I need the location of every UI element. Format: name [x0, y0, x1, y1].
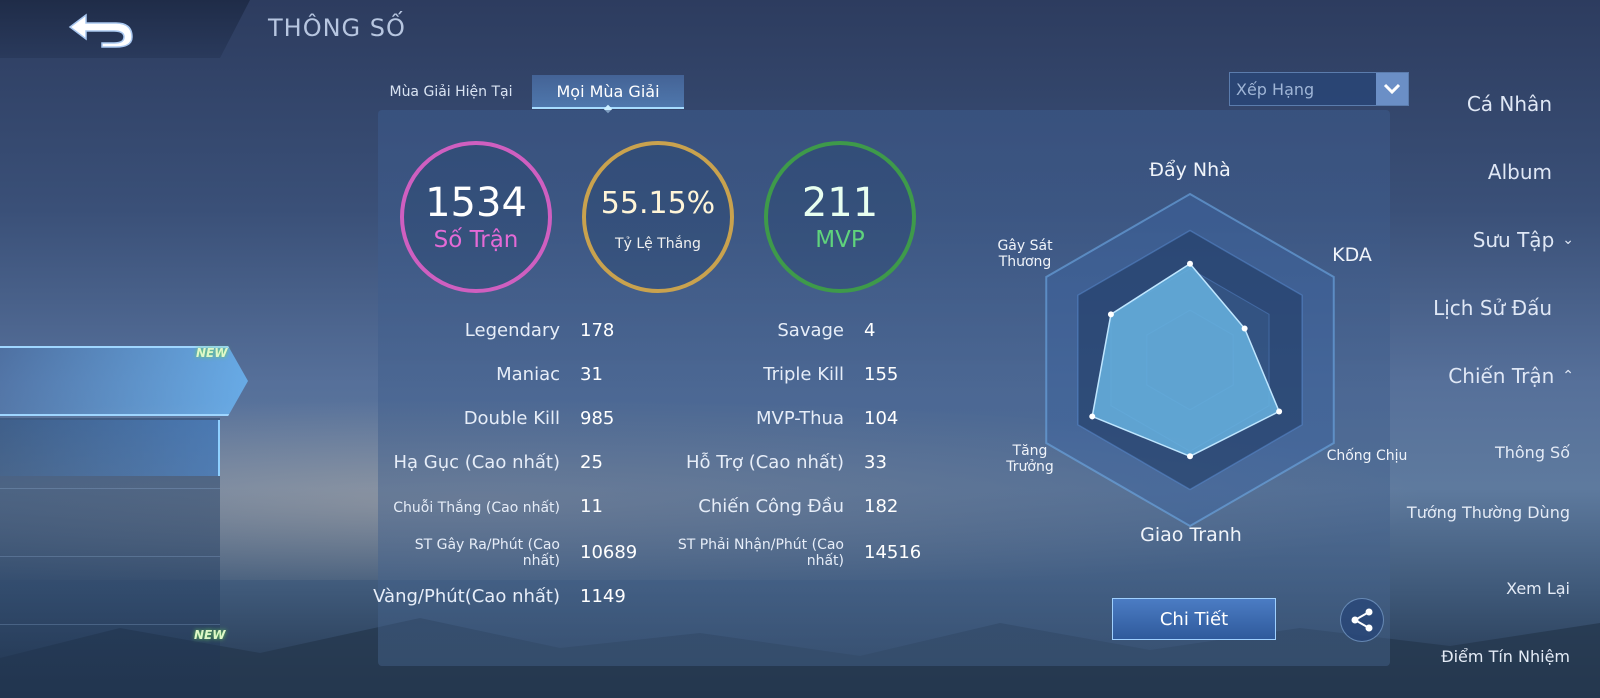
chevron-down-icon[interactable]	[1376, 73, 1408, 105]
back-button[interactable]	[0, 0, 250, 58]
radar-label-kda: KDA	[1332, 244, 1372, 266]
stat-label: Chiến Công Đầu	[698, 496, 844, 517]
submenu-item-label: Xem Lại	[1506, 579, 1570, 598]
stat-value: 155	[864, 364, 899, 385]
stat-label: Maniac	[496, 364, 560, 385]
tab-current-season[interactable]: Mùa Giải Hiện Tại	[378, 75, 524, 109]
tab-label: Mùa Giải Hiện Tại	[389, 84, 513, 100]
submenu-item-label: Điểm Tín Nhiệm	[1441, 647, 1570, 666]
stat-label: Double Kill	[463, 408, 560, 429]
sidebar-item-personal[interactable]: Cá Nhân	[1467, 92, 1552, 116]
new-badge: NEW	[194, 628, 226, 642]
chevron-down-icon: ⌄	[1562, 232, 1574, 248]
win-rate-label: Tỷ Lệ Thắng	[615, 236, 701, 252]
matches-value: 1534	[425, 180, 527, 226]
page-title: THÔNG SỐ	[268, 14, 406, 42]
divider	[0, 556, 220, 557]
back-arrow-icon	[68, 13, 133, 48]
submenu-item-stats[interactable]: Thông Số	[1390, 444, 1570, 462]
stat-label: Legendary	[464, 320, 560, 341]
stat-value: 104	[864, 408, 899, 429]
sidebar-item-label: Lịch Sử Đấu	[1433, 296, 1552, 320]
stat-label: Chuỗi Thắng (Cao nhất)	[393, 500, 560, 516]
sidebar-item-match-history[interactable]: Lịch Sử Đấu	[1433, 296, 1552, 320]
stat-value: 178	[580, 320, 615, 341]
divider	[0, 488, 220, 489]
stat-value: 33	[864, 452, 887, 473]
divider	[0, 624, 220, 625]
stat-label: ST Gây Ra/Phút (Cao nhất)	[414, 537, 560, 569]
tab-label: Mọi Mùa Giải	[556, 81, 660, 101]
sidebar-item-label: Album	[1487, 160, 1552, 184]
submenu-item-label: Thông Số	[1494, 443, 1570, 462]
mode-select-value: Xếp Hạng	[1236, 79, 1315, 99]
submenu-item-replay[interactable]: Xem Lại	[1390, 580, 1570, 598]
mvp-value: 211	[801, 180, 879, 226]
radar-label-growth: Tăng Trưởng	[1006, 443, 1054, 475]
share-button[interactable]	[1340, 598, 1384, 642]
stat-label: Hỗ Trợ (Cao nhất)	[685, 452, 844, 473]
sidebar-item-battle[interactable]: Chiến Trận ⌃	[1448, 364, 1574, 388]
stat-label: MVP-Thua	[756, 408, 844, 429]
sidebar-item-label: Sưu Tập	[1472, 228, 1555, 252]
matches-label: Số Trận	[433, 227, 519, 253]
stat-label: Vàng/Phút(Cao nhất)	[373, 586, 560, 607]
stat-label: ST Phải Nhận/Phút (Cao nhất)	[677, 537, 844, 569]
stat-label: Savage	[777, 320, 844, 341]
stat-value: 985	[580, 408, 615, 429]
win-rate-value: 55.15%	[600, 186, 716, 221]
stat-label: Hạ Gục (Cao nhất)	[393, 452, 560, 473]
tab-all-seasons[interactable]: Mọi Mùa Giải	[532, 75, 684, 109]
stat-value: 11	[580, 496, 603, 517]
sub-menu-active-highlight	[0, 420, 220, 476]
stat-value: 14516	[864, 542, 922, 563]
stat-value: 25	[580, 452, 603, 473]
sidebar-item-collection[interactable]: Sưu Tập ⌄	[1473, 228, 1574, 252]
mvp-ring: 211 MVP	[764, 141, 916, 293]
stat-value: 182	[864, 496, 899, 517]
submenu-item-frequent-heroes[interactable]: Tướng Thường Dùng	[1390, 504, 1570, 522]
share-icon	[1351, 608, 1373, 632]
win-rate-ring: 55.15% Tỷ Lệ Thắng	[582, 141, 734, 293]
detail-button-label: Chi Tiết	[1159, 608, 1229, 630]
mvp-label: MVP	[815, 227, 865, 253]
stat-value: 31	[580, 364, 603, 385]
submenu-item-label: Tướng Thường Dùng	[1406, 503, 1570, 522]
chevron-up-icon: ⌃	[1562, 368, 1574, 384]
mode-select[interactable]: Xếp Hạng	[1229, 72, 1409, 106]
detail-button[interactable]: Chi Tiết	[1112, 598, 1276, 640]
submenu-item-credit-score[interactable]: Điểm Tín Nhiệm	[1390, 648, 1570, 666]
stat-label: Triple Kill	[763, 364, 844, 385]
radar-label-damage: Gây Sát Thương	[997, 238, 1053, 270]
matches-ring: 1534 Số Trận	[400, 141, 552, 293]
sidebar-item-label: Cá Nhân	[1466, 92, 1552, 116]
radar-label-tank: Chống Chịu	[1326, 448, 1408, 464]
new-badge: NEW	[196, 346, 228, 360]
sidebar-item-album[interactable]: Album	[1488, 160, 1552, 184]
radar-label-push: Đẩy Nhà	[1149, 159, 1231, 181]
stat-value: 4	[864, 320, 876, 341]
sidebar-item-label: Chiến Trận	[1448, 364, 1555, 388]
stat-value: 1149	[580, 586, 626, 607]
radar-label-teamfight: Giao Tranh	[1140, 524, 1242, 546]
stat-value: 10689	[580, 542, 638, 563]
sidebar-active-highlight	[0, 346, 248, 416]
